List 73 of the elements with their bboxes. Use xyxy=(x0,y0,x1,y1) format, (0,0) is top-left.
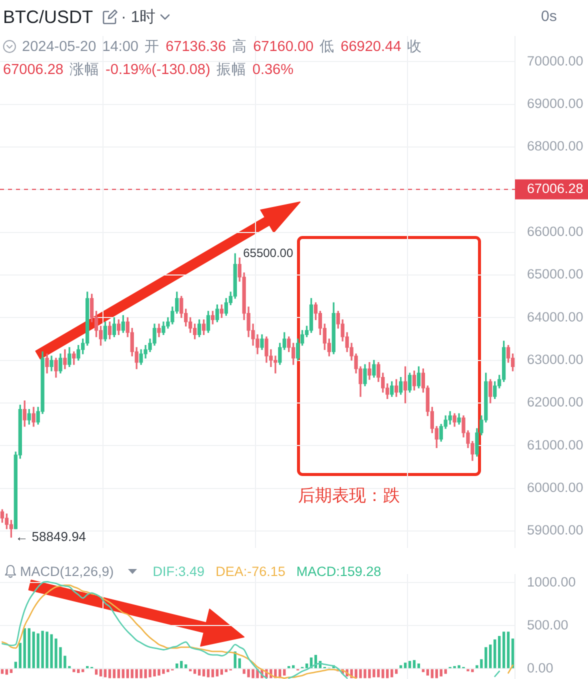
y-tick-label: 60000.00 xyxy=(527,480,584,495)
bar xyxy=(404,662,407,668)
bar xyxy=(224,669,228,672)
y-tick-label: 1000.00 xyxy=(527,574,576,590)
bar xyxy=(422,669,425,672)
bar xyxy=(77,669,80,673)
bar xyxy=(292,665,295,668)
y-tick-label: 69000.00 xyxy=(527,96,584,111)
bar xyxy=(193,669,196,674)
bar xyxy=(117,669,120,678)
bar xyxy=(399,665,402,668)
bar xyxy=(506,632,510,668)
bar xyxy=(5,669,8,675)
bar xyxy=(0,669,4,674)
bar xyxy=(220,669,224,675)
y-tick-label: 68000.00 xyxy=(527,138,584,154)
y-tick-label: 63000.00 xyxy=(527,352,584,367)
y-tick-label: 70000.00 xyxy=(527,53,584,68)
bar xyxy=(180,660,183,668)
y-tick-label: 500.00 xyxy=(527,617,568,632)
y-tick-label: 59000.00 xyxy=(527,522,584,538)
y-tick-label: 65000.00 xyxy=(527,266,584,282)
bar xyxy=(126,669,129,678)
bar xyxy=(10,669,13,673)
bar xyxy=(82,669,84,672)
bar xyxy=(108,669,112,678)
y-tick-label: 61000.00 xyxy=(527,437,584,452)
bar xyxy=(502,632,506,668)
chart-title: MACD(12,26,9) xyxy=(20,564,114,578)
ref-line-label: 67006.28 xyxy=(527,181,584,196)
annotation: 65500.00 xyxy=(243,246,294,260)
bar xyxy=(72,669,76,672)
bar xyxy=(216,669,219,676)
text: · 1时 xyxy=(121,8,156,28)
bar xyxy=(386,669,389,678)
bar xyxy=(211,669,214,678)
annotation: ← 58849.94 xyxy=(15,528,86,544)
annotation: 后期表现：跌 xyxy=(298,485,400,507)
text: DEA:-76.15 xyxy=(216,564,286,578)
bar xyxy=(18,642,22,668)
text: MACD:159.28 xyxy=(296,564,382,578)
bar xyxy=(430,669,434,678)
bar xyxy=(122,669,124,678)
y-tick-label: 64000.00 xyxy=(527,309,584,324)
bar xyxy=(494,639,496,668)
text: DIF:3.49 xyxy=(152,564,205,578)
bar xyxy=(104,669,107,678)
chart-title: BTC/USDT xyxy=(3,6,93,28)
bar xyxy=(176,664,178,668)
y-tick-label: 0.00 xyxy=(527,660,554,676)
bar xyxy=(283,669,286,676)
bar xyxy=(394,669,398,674)
bar xyxy=(412,660,416,668)
text: 0s xyxy=(541,8,557,25)
bar xyxy=(23,628,26,668)
bar xyxy=(444,669,447,674)
bar xyxy=(94,669,98,675)
bar xyxy=(198,669,201,676)
bar xyxy=(305,664,308,668)
bar xyxy=(435,669,438,678)
bar xyxy=(417,664,420,668)
y-tick-label: 62000.00 xyxy=(527,394,584,410)
bar xyxy=(99,669,102,676)
bar xyxy=(408,660,412,668)
text: 2024-05-20 14:00 开 67136.36 高 67160.00 低 66920.44 收 67006.28 涨幅 -0.19%(-130.08) 振幅 0.36% xyxy=(3,39,422,78)
bar xyxy=(489,644,492,668)
bar xyxy=(390,669,394,678)
bar xyxy=(426,669,430,676)
bar xyxy=(206,669,210,678)
bar xyxy=(498,636,501,668)
y-tick-label: 66000.00 xyxy=(527,224,584,239)
bar xyxy=(202,669,206,676)
bar xyxy=(112,669,116,678)
